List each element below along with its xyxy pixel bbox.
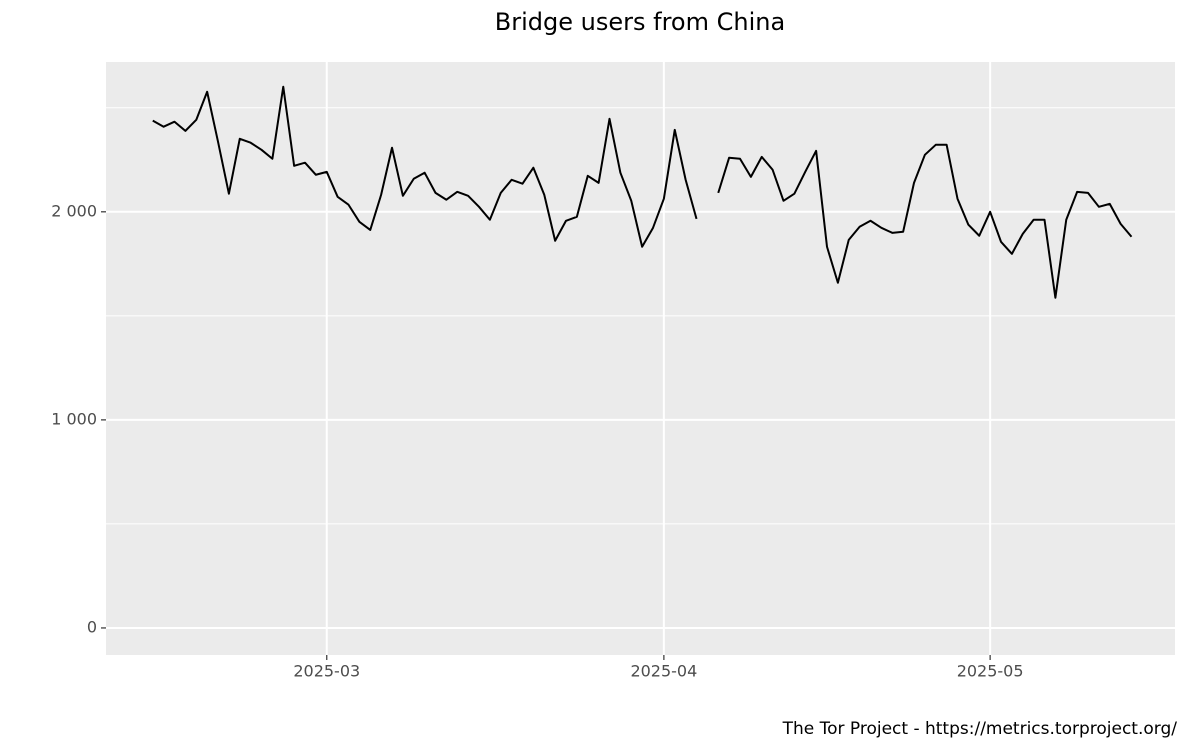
chart-title: Bridge users from China xyxy=(495,8,785,36)
data-line xyxy=(152,85,1133,299)
caption: The Tor Project - https://metrics.torpro… xyxy=(782,719,1178,739)
panel xyxy=(106,62,1175,655)
y-tick-label: 1 000 xyxy=(51,409,97,428)
x-tick-label: 2025-03 xyxy=(293,662,360,681)
x-tick-label: 2025-04 xyxy=(630,662,697,681)
y-tick-label: 0 xyxy=(87,617,97,636)
x-tick-label: 2025-05 xyxy=(957,662,1024,681)
y-tick-label: 2 000 xyxy=(51,201,97,220)
